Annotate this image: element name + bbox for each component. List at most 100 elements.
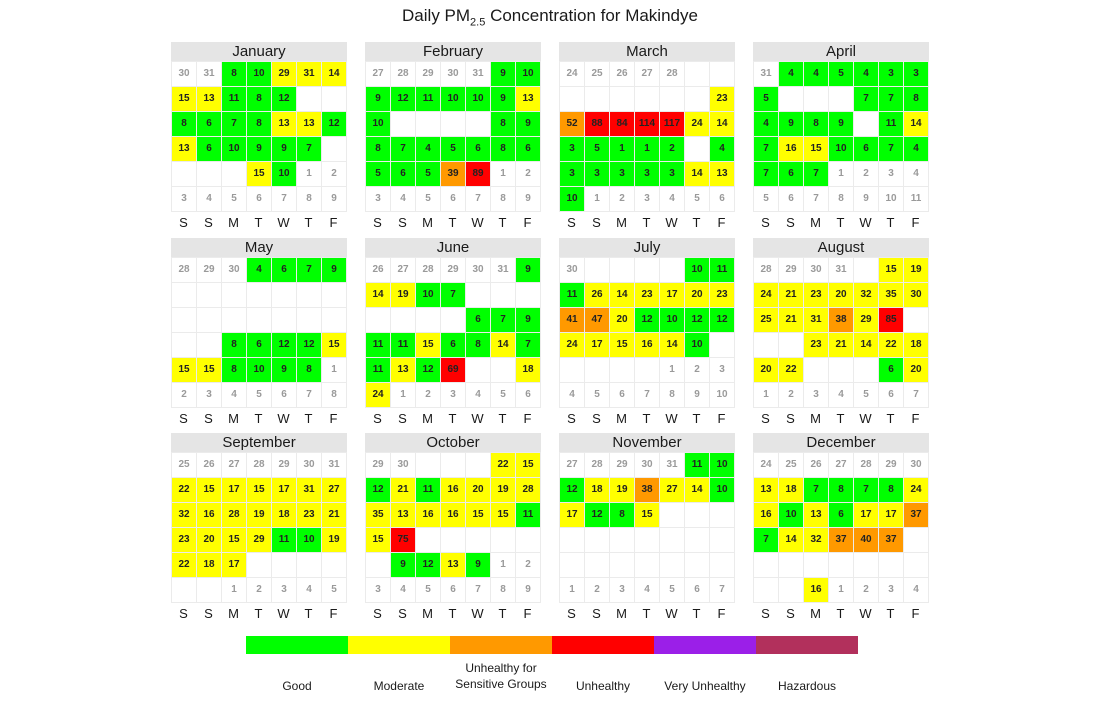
empty-cell — [441, 528, 466, 553]
day-cell: 16 — [754, 503, 779, 528]
month-grid: 30 31 8 10 29 31 14 15 13 11 8 12 8 6 7 8 13 13 12 13 6 10 9 9 7… — [171, 61, 347, 212]
day-cell: 11 — [272, 528, 297, 553]
day-cell: 10 — [685, 333, 710, 358]
day-cell: 23 — [804, 333, 829, 358]
weekday-label: T — [254, 411, 263, 426]
day-cell: 6 — [391, 162, 416, 187]
day-cell: 10 — [366, 112, 391, 137]
adjacent-day-label: 28 — [660, 62, 685, 87]
day-cell: 3 — [610, 162, 635, 187]
month-grid: 26 27 28 29 30 31 9 14 19 10 7 6 7 9 11 11 15 6 8 14 7 11 13 12… — [365, 257, 541, 408]
day-cell: 7 — [804, 162, 829, 187]
adjacent-day-label: 1 — [829, 162, 854, 187]
day-cell: 11 — [560, 283, 585, 308]
day-cell: 3 — [879, 62, 904, 87]
day-cell: 15 — [466, 503, 491, 528]
day-cell: 13 — [297, 112, 322, 137]
empty-cell — [172, 308, 197, 333]
weekday-label: F — [523, 411, 532, 426]
month-september: September 25 26 27 28 29 30 31 22 15 17 15 17 31 27 32 1… — [171, 433, 347, 621]
weekday-label: W — [665, 606, 678, 621]
day-cell: 10 — [710, 478, 735, 503]
day-cell: 10 — [560, 187, 585, 212]
day-cell: 9 — [322, 258, 347, 283]
day-cell: 17 — [560, 503, 585, 528]
month-april: April 31 4 4 5 4 3 3 5 7 7 8 4 9 8 9 11 14 7 16 15 10 6 7 4 7 6 7 1 2… — [753, 42, 929, 230]
adjacent-day-label: 2 — [172, 383, 197, 408]
day-cell: 17 — [585, 333, 610, 358]
day-cell: 9 — [272, 358, 297, 383]
day-cell: 10 — [829, 137, 854, 162]
day-cell: 9 — [391, 553, 416, 578]
weekday-label: T — [836, 215, 845, 230]
legend-swatch-moderate — [348, 636, 450, 654]
legend-label: Hazardous — [777, 679, 837, 693]
month-november: November 27 28 29 30 31 11 10 12 18 19 38 27 14 10 17 12… — [559, 433, 735, 621]
weekday-label: M — [616, 215, 627, 230]
adjacent-day-label: 29 — [272, 453, 297, 478]
month-grid: 25 26 27 28 29 30 31 22 15 17 15 17 31 27 32 16 28 19 18 23… — [171, 452, 347, 603]
day-cell: 14 — [779, 528, 804, 553]
day-cell: 10 — [441, 87, 466, 112]
month-grid: 30 10 11 11 26 14 23 17 20 23 41 47 20 12 10 12 12 24 17 15… — [559, 257, 735, 408]
adjacent-day-label: 2 — [516, 553, 541, 578]
weekday-label: T — [692, 606, 701, 621]
day-cell: 41 — [560, 308, 585, 333]
day-cell: 6 — [197, 137, 222, 162]
day-cell: 8 — [366, 137, 391, 162]
day-cell: 6 — [779, 162, 804, 187]
month-july: July 30 10 11 11 26 14 23 17 20 23 41 47 20 12 10 12 12 24… — [559, 238, 735, 426]
day-cell: 13 — [441, 553, 466, 578]
empty-cell — [247, 283, 272, 308]
month-grid: 28 29 30 31 15 19 24 21 23 20 32 35 30 25 21 31 38 29 85 23… — [753, 257, 929, 408]
month-may: May 28 29 30 4 6 7 9 8 6 12 12 15 15 15 8 10 9 8 1 2 3 4 5 6 7 8 S S… — [171, 238, 347, 426]
empty-cell — [516, 283, 541, 308]
adjacent-day-label: 24 — [754, 453, 779, 478]
day-cell: 27 — [322, 478, 347, 503]
adjacent-day-label: 7 — [466, 187, 491, 212]
adjacent-day-label: 4 — [391, 578, 416, 603]
day-cell: 9 — [516, 308, 541, 333]
day-cell: 19 — [610, 478, 635, 503]
adjacent-day-label: 28 — [854, 453, 879, 478]
empty-cell — [441, 112, 466, 137]
empty-cell — [391, 308, 416, 333]
empty-cell — [585, 87, 610, 112]
day-cell: 37 — [904, 503, 929, 528]
day-cell: 31 — [297, 478, 322, 503]
empty-cell — [710, 333, 735, 358]
adjacent-day-label: 5 — [222, 187, 247, 212]
weekday-label: T — [836, 411, 845, 426]
weekday-label: S — [373, 215, 382, 230]
day-cell: 15 — [804, 137, 829, 162]
day-cell: 9 — [779, 112, 804, 137]
day-cell: 12 — [585, 503, 610, 528]
adjacent-day-label: 31 — [829, 258, 854, 283]
day-cell: 9 — [516, 258, 541, 283]
day-cell: 15 — [197, 358, 222, 383]
weekday-label: W — [277, 606, 290, 621]
empty-cell — [322, 283, 347, 308]
empty-cell — [297, 308, 322, 333]
day-cell: 25 — [754, 308, 779, 333]
adjacent-day-label: 4 — [466, 383, 491, 408]
day-cell: 22 — [172, 478, 197, 503]
day-cell: 21 — [829, 333, 854, 358]
day-cell: 13 — [391, 503, 416, 528]
day-cell: 29 — [247, 528, 272, 553]
day-cell: 35 — [879, 283, 904, 308]
weekday-label: T — [642, 411, 651, 426]
day-cell: 20 — [904, 358, 929, 383]
day-cell: 9 — [466, 553, 491, 578]
day-cell: 23 — [635, 283, 660, 308]
day-cell: 23 — [172, 528, 197, 553]
day-cell: 32 — [172, 503, 197, 528]
adjacent-day-label: 5 — [854, 383, 879, 408]
day-cell: 27 — [660, 478, 685, 503]
adjacent-day-label: 2 — [779, 383, 804, 408]
adjacent-day-label: 3 — [879, 578, 904, 603]
day-cell: 17 — [222, 553, 247, 578]
adjacent-day-label: 26 — [804, 453, 829, 478]
day-cell: 20 — [197, 528, 222, 553]
